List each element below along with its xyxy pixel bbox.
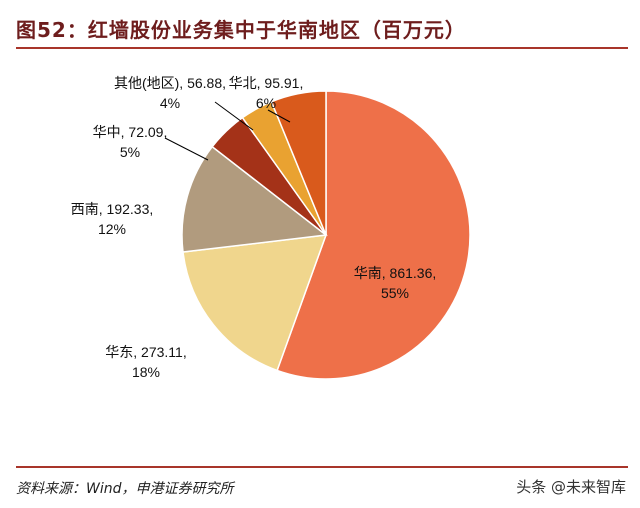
data-label: 华东, 273.11, xyxy=(105,344,186,360)
data-label: 18% xyxy=(132,364,160,380)
data-label: 4% xyxy=(160,95,180,111)
pie-slice-2 xyxy=(181,145,328,253)
leader-line xyxy=(214,101,254,131)
data-label: 55% xyxy=(381,285,409,301)
pie-slice-0 xyxy=(276,90,471,380)
leader-line xyxy=(267,109,291,123)
source-note: 资料来源：Wind，申港证券研究所 xyxy=(16,481,234,497)
chart-title: 图52：红墙股份业务集中于华南地区（百万元） xyxy=(16,18,466,42)
pie-slice-5 xyxy=(270,90,327,236)
data-label: 西南, 192.33, xyxy=(71,201,154,217)
data-label: 华南, 861.36, xyxy=(354,265,437,281)
data-label: 华中, 72.09, xyxy=(93,124,168,140)
title-rule xyxy=(16,47,628,49)
data-label: 6% xyxy=(256,95,276,111)
leader-line xyxy=(164,137,209,161)
data-label: 5% xyxy=(120,144,140,160)
pie-slice-1 xyxy=(182,234,328,372)
footer-rule xyxy=(16,466,628,468)
data-label: 华北, 95.91, xyxy=(229,75,304,91)
data-label: 其他(地区), 56.88, xyxy=(114,75,226,91)
watermark: 头条 @未来智库 xyxy=(516,478,626,496)
data-label: 12% xyxy=(98,221,126,237)
